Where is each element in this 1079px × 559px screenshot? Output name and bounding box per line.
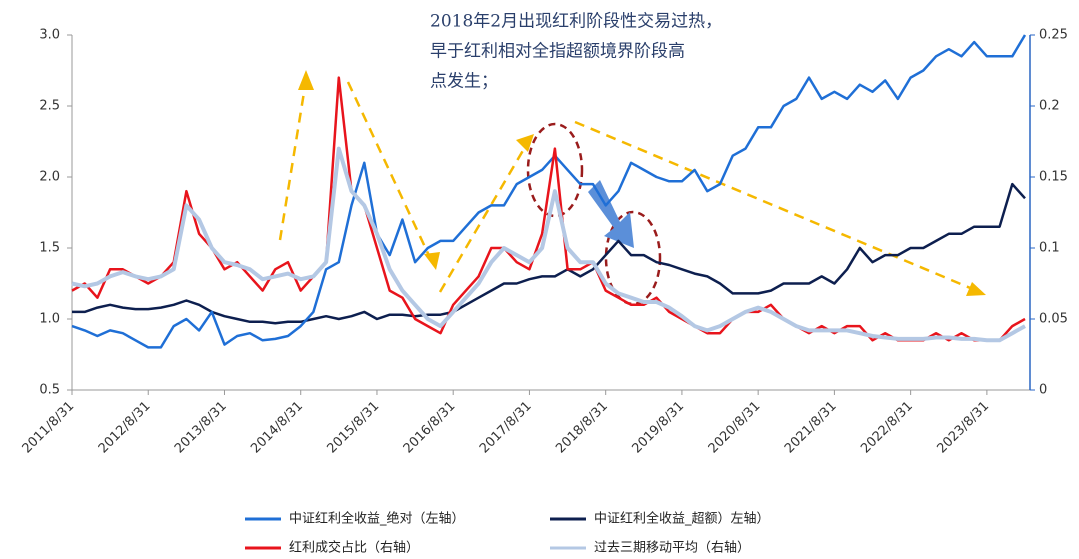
legend-label: 过去三期移动平均（右轴） — [594, 541, 750, 556]
y2-tick-label: 0.1 — [1039, 241, 1060, 256]
x-tick-label: 2016/8/31 — [401, 399, 459, 457]
y-tick-label: 2.5 — [39, 99, 60, 114]
y2-tick-label: 0.25 — [1039, 28, 1068, 43]
x-tick-label: 2023/8/31 — [934, 399, 992, 457]
annotation: 2018年2月出现红利阶段性交易过热， 早于红利相对全指超额境界阶段高 点发生； — [430, 12, 722, 92]
series-line — [71, 146, 1026, 343]
x-tick-label: 2012/8/31 — [96, 399, 154, 457]
series-line — [72, 182, 1026, 325]
series-line — [71, 76, 1026, 342]
x-tick-label: 2021/8/31 — [782, 399, 840, 457]
y-tick-label: 0.5 — [39, 383, 60, 398]
legend-label: 中证红利全收益_超额）左轴） — [594, 511, 770, 527]
x-tick-label: 2011/8/31 — [20, 399, 78, 457]
y-tick-label: 3.0 — [39, 28, 60, 43]
y-tick-label: 1.0 — [39, 312, 60, 327]
y2-tick-label: 0.2 — [1039, 99, 1060, 114]
series-line — [71, 34, 1027, 349]
annotation-line: 早于红利相对全指超额境界阶段高 — [430, 42, 685, 62]
x-tick-label: 2019/8/31 — [629, 399, 687, 457]
x-tick-label: 2018/8/31 — [553, 399, 611, 457]
legend-label: 中证红利全收益_绝对（左轴） — [289, 511, 465, 527]
y2-tick-label: 0.05 — [1039, 312, 1068, 327]
x-tick-label: 2013/8/31 — [172, 399, 230, 457]
decorations — [278, 70, 986, 306]
x-tick-label: 2020/8/31 — [706, 399, 764, 457]
annotation-line: 点发生； — [430, 72, 498, 92]
legend-label: 红利成交占比（右轴） — [289, 540, 419, 556]
x-tick-label: 2017/8/31 — [477, 399, 535, 457]
x-tick-label: 2014/8/31 — [248, 399, 306, 457]
y2-tick-label: 0 — [1039, 383, 1047, 398]
annotation-line: 2018年2月出现红利阶段性交易过热， — [430, 12, 722, 32]
y2-tick-label: 0.15 — [1039, 170, 1068, 185]
y-tick-label: 1.5 — [39, 241, 60, 256]
x-tick-label: 2022/8/31 — [858, 399, 916, 457]
y-tick-label: 2.0 — [39, 170, 60, 185]
x-tick-label: 2015/8/31 — [325, 399, 383, 457]
